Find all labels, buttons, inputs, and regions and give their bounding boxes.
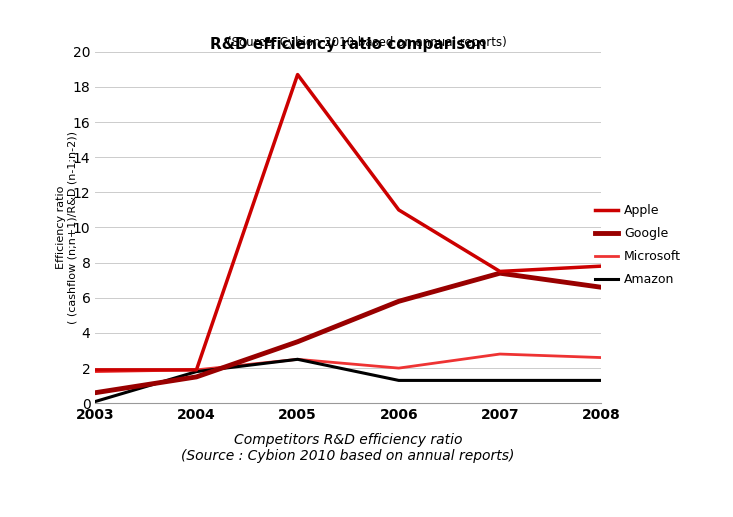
- Y-axis label: Efficiency ratio
( (cashflow (n;n+1)/R&D (n-1;n-2)): Efficiency ratio ( (cashflow (n;n+1)/R&D…: [56, 131, 78, 324]
- Title: R&D efficiency ratio comparison: R&D efficiency ratio comparison: [210, 37, 487, 52]
- X-axis label: Competitors R&D efficiency ratio
(Source : Cybion 2010 based on annual reports): Competitors R&D efficiency ratio (Source…: [182, 433, 515, 463]
- Text: (Source: Cybion 2010 based on annual reports): (Source: Cybion 2010 based on annual rep…: [226, 36, 507, 49]
- Legend: Apple, Google, Microsoft, Amazon: Apple, Google, Microsoft, Amazon: [590, 199, 686, 291]
